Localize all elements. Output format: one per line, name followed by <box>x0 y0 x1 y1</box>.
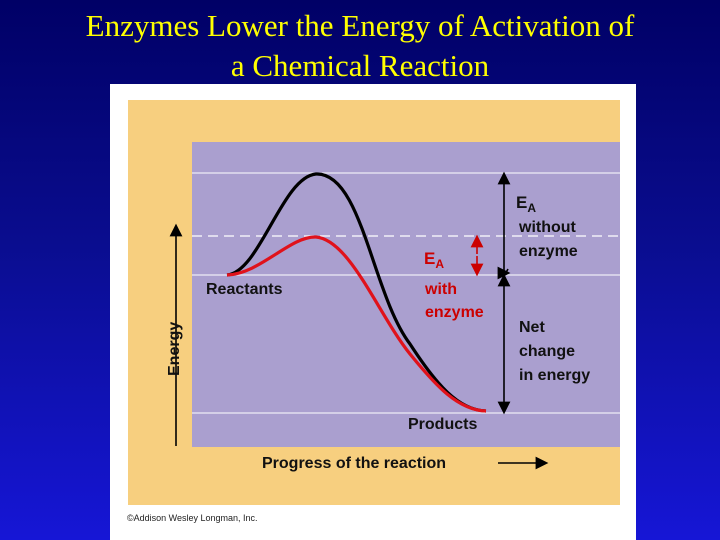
ea-without-line1: without <box>518 219 577 236</box>
slide-title: Enzymes Lower the Energy of Activation o… <box>0 6 720 86</box>
net-change-line3: in energy <box>519 367 590 384</box>
plot-area <box>192 142 620 447</box>
energy-axis-label: Energy <box>166 322 183 376</box>
energy-diagram-svg: Reactants Products Progress of the react… <box>127 100 620 523</box>
reactants-label: Reactants <box>206 281 283 298</box>
ea-without-symbol: E <box>516 193 527 212</box>
ea-with-label: EA <box>424 249 444 271</box>
ea-with-line2: enzyme <box>425 304 484 321</box>
energy-diagram-figure: Reactants Products Progress of the react… <box>110 84 636 540</box>
copyright-notice: ©Addison Wesley Longman, Inc. <box>127 513 258 523</box>
progress-axis-label: Progress of the reaction <box>262 455 446 472</box>
curve-with-enzyme <box>226 235 487 413</box>
ea-without-subscript: A <box>527 201 536 215</box>
curve-without-enzyme <box>226 172 487 413</box>
ea-with-symbol: E <box>424 249 435 268</box>
ea-with-line1: with <box>424 281 457 298</box>
guide-lines <box>192 172 620 414</box>
net-change-line2: change <box>519 343 575 360</box>
ea-without-line2: enzyme <box>519 243 578 260</box>
ea-with-subscript: A <box>435 257 444 271</box>
products-label: Products <box>408 416 477 433</box>
title-line-1: Enzymes Lower the Energy of Activation o… <box>85 8 635 43</box>
title-line-2: a Chemical Reaction <box>230 48 490 83</box>
ea-without-label: EA <box>516 193 536 215</box>
net-change-line1: Net <box>519 319 545 336</box>
